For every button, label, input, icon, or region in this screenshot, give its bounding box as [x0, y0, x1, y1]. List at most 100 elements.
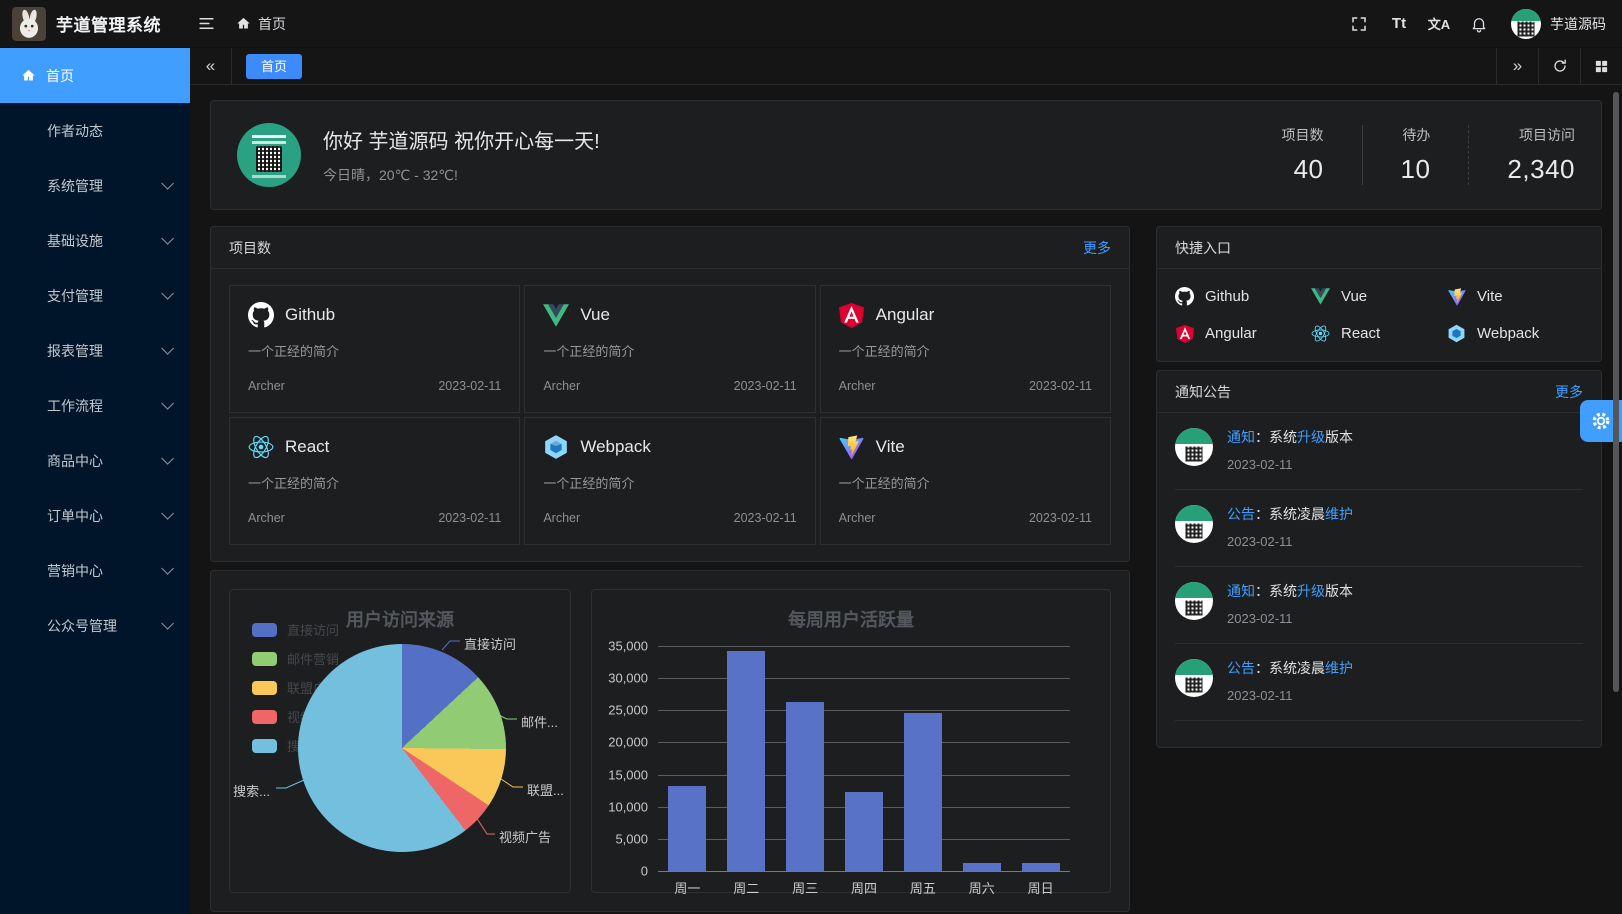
sidebar-item-wechat[interactable]: 公众号管理: [0, 598, 190, 653]
shortcut-github[interactable]: Github: [1175, 287, 1311, 306]
bar-plot: [658, 646, 1070, 872]
notice-title: 公告：系统凌晨维护: [1227, 505, 1353, 522]
gear-icon: [1591, 411, 1611, 431]
project-card-vue[interactable]: Vue 一个正经的简介 Archer 2023-02-11: [524, 285, 816, 413]
project-author: Archer: [543, 379, 581, 393]
refresh-icon[interactable]: [1538, 48, 1580, 84]
notice-item-2[interactable]: 公告：系统凌晨维护 2023-02-11: [1175, 490, 1583, 567]
navbar-actions: Tt 文A 芋道源码: [1343, 8, 1622, 40]
shortcut-vue[interactable]: Vue: [1311, 287, 1447, 306]
shortcut-react[interactable]: React: [1311, 324, 1447, 343]
y-tick-label: 20,000: [608, 734, 648, 750]
chevron-down-icon: [161, 562, 174, 575]
bar-y-axis-labels: 35,000 30,000 25,000 20,000 15,000 10,000 5,00…: [592, 639, 648, 879]
bar-周二[interactable]: [727, 650, 766, 871]
projects-more-link[interactable]: 更多: [1083, 239, 1111, 256]
sidebar-item-marketing[interactable]: 营销中心: [0, 543, 190, 598]
notice-date: 2023-02-11: [1227, 533, 1293, 549]
font-size-icon[interactable]: Tt: [1391, 15, 1407, 32]
stat-todo: 待办 10: [1361, 125, 1430, 185]
gridline: [658, 742, 1070, 744]
notice-date: 2023-02-11: [1227, 456, 1293, 472]
project-card-vite[interactable]: Vite 一个正经的简介 Archer 2023-02-11: [819, 417, 1111, 545]
notification-bell-icon[interactable]: [1463, 8, 1495, 40]
notice-avatar: [1175, 428, 1213, 466]
vite-icon: [1447, 287, 1466, 306]
notice-item-4[interactable]: 公告：系统凌晨维护 2023-02-11: [1175, 644, 1583, 721]
github-icon: [248, 302, 274, 328]
bar-x-axis-labels: 周一 周二 周三 周四 周五 周六 周日: [674, 881, 1054, 896]
user-name: 芋道源码: [1550, 15, 1606, 32]
legend-swatch: [252, 622, 277, 637]
project-card-webpack[interactable]: Webpack 一个正经的简介 Archer 2023-02-11: [524, 417, 816, 545]
notice-item-1[interactable]: 通知：系统升级版本 2023-02-11: [1175, 413, 1583, 490]
bar-周六[interactable]: [962, 862, 1001, 871]
shortcuts-card: 快捷入口 Github Vue Vite: [1156, 226, 1602, 362]
notice-date: 2023-02-11: [1227, 687, 1293, 703]
pie-chart-visit-source: 用户访问来源 直接访问邮件营销联盟广告视频广告搜索引擎 直接访问 邮件...: [229, 589, 571, 893]
webpack-icon: [543, 434, 569, 460]
welcome-banner: 你好 芋道源码 祝你开心每一天! 今日晴，20℃ - 32℃! 项目数 40 待…: [210, 100, 1602, 210]
tab-home[interactable]: 首页: [246, 53, 303, 79]
sidebar-item-system[interactable]: 系统管理: [0, 158, 190, 213]
vertical-scrollbar-thumb[interactable]: [1613, 92, 1619, 692]
notice-date: 2023-02-11: [1227, 610, 1293, 626]
tabs-bar: « 首页 »: [190, 48, 1622, 85]
bar-周五[interactable]: [903, 712, 942, 871]
bar-周一[interactable]: [668, 785, 707, 871]
chevron-down-icon: [161, 617, 174, 630]
legend-item-1[interactable]: 直接访问: [252, 620, 339, 639]
y-tick-label: 0: [640, 863, 648, 879]
brand[interactable]: 芋道管理系统: [0, 6, 190, 41]
language-icon[interactable]: 文A: [1427, 17, 1451, 32]
projects-card: 项目数 更多 Github 一个正经的简介: [210, 226, 1130, 562]
x-axis-line: [658, 871, 1070, 872]
user-menu[interactable]: 芋道源码: [1511, 8, 1606, 39]
legend-swatch: [252, 651, 277, 666]
sidebar-item-infra[interactable]: 基础设施: [0, 213, 190, 268]
shortcuts-card-title: 快捷入口: [1175, 239, 1231, 256]
bar-周日[interactable]: [1021, 862, 1060, 871]
project-author: Archer: [838, 511, 876, 525]
stat-visits: 项目访问 2,340: [1468, 125, 1575, 185]
chevron-down-icon: [161, 342, 174, 355]
bar-周三[interactable]: [786, 701, 825, 871]
project-card-github[interactable]: Github 一个正经的简介 Archer 2023-02-11: [229, 285, 521, 413]
sidebar-item-product[interactable]: 商品中心: [0, 433, 190, 488]
sidebar-item-order[interactable]: 订单中心: [0, 488, 190, 543]
sidebar-item-author-news[interactable]: 作者动态: [47, 122, 103, 139]
gridline: [658, 710, 1070, 712]
chevron-down-icon: [161, 177, 174, 190]
project-author: Archer: [248, 511, 285, 525]
pie-chart-title: 用户访问来源: [346, 610, 454, 630]
notice-avatar: [1175, 504, 1213, 543]
scroll-tabs-left-icon[interactable]: «: [190, 48, 232, 84]
project-author: Archer: [838, 379, 876, 393]
project-date: 2023-02-11: [733, 511, 797, 525]
shortcut-webpack[interactable]: Webpack: [1447, 324, 1583, 343]
sidebar-item-report[interactable]: 报表管理: [0, 323, 190, 378]
fullscreen-icon[interactable]: [1343, 8, 1375, 40]
shortcut-vite[interactable]: Vite: [1447, 287, 1583, 306]
shortcut-angular[interactable]: Angular: [1175, 324, 1311, 343]
notice-item-3[interactable]: 通知：系统升级版本 2023-02-11: [1175, 567, 1583, 644]
project-date: 2023-02-11: [438, 379, 502, 393]
notices-more-link[interactable]: 更多: [1555, 383, 1583, 400]
legend-item-2[interactable]: 邮件营销: [252, 649, 339, 668]
project-card-react[interactable]: React 一个正经的简介 Archer 2023-02-11: [229, 417, 521, 545]
scroll-tabs-right-icon[interactable]: »: [1496, 48, 1538, 84]
bar-chart-title: 每周用户活跃量: [788, 610, 914, 630]
sidebar-item-payment[interactable]: 支付管理: [0, 268, 190, 323]
sidebar-item-workflow[interactable]: 工作流程: [0, 378, 190, 433]
project-card-angular[interactable]: Angular 一个正经的简介 Archer 2023-02-11: [819, 285, 1111, 413]
pie-circle[interactable]: [298, 644, 506, 852]
top-navbar: 芋道管理系统 首页 Tt 文A 芋道源码: [0, 0, 1622, 48]
notices-card: 通知公告 更多 通知：系统升级版本 2023-02-11: [1156, 370, 1602, 748]
breadcrumb[interactable]: 首页: [236, 14, 286, 34]
project-date: 2023-02-11: [1028, 511, 1092, 525]
vue-icon: [543, 302, 570, 328]
sidebar-item-home[interactable]: 首页: [0, 48, 190, 103]
layout-grid-icon[interactable]: [1580, 48, 1622, 84]
bar-周四[interactable]: [845, 791, 883, 871]
collapse-menu-icon[interactable]: [190, 8, 222, 40]
